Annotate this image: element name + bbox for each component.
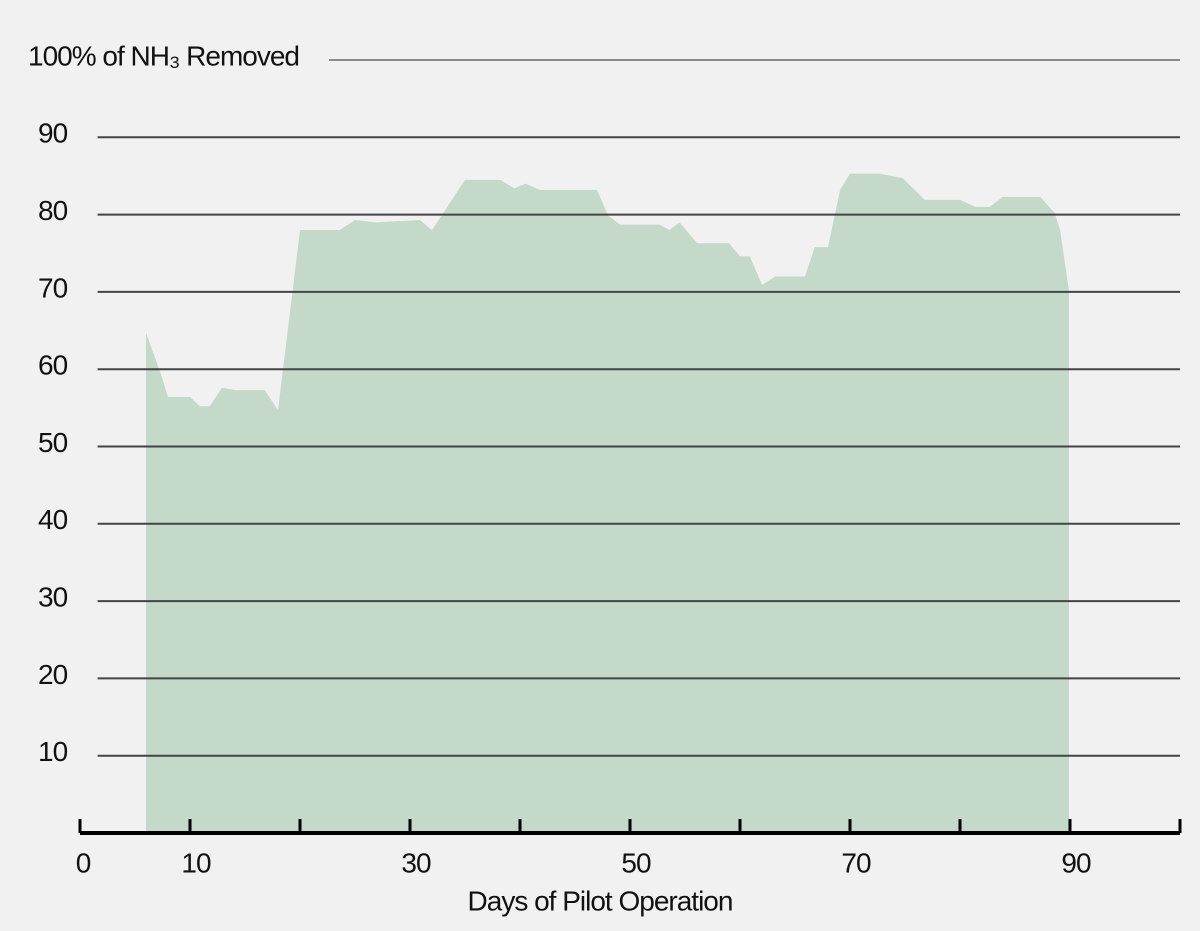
y-tick-label: 100% of NH₃ Removed bbox=[28, 40, 299, 71]
x-tick-label: 10 bbox=[181, 847, 211, 878]
area bbox=[146, 173, 1069, 834]
y-tick-label: 60 bbox=[38, 350, 68, 381]
x-tick-label: 30 bbox=[401, 847, 431, 878]
y-tick-label: 30 bbox=[38, 581, 68, 612]
x-tick-label: 0 bbox=[76, 847, 91, 878]
y-tick-label: 80 bbox=[38, 195, 68, 226]
y-tick-label: 10 bbox=[38, 736, 68, 767]
x-tick-label: 50 bbox=[621, 847, 651, 878]
y-tick-label: 50 bbox=[38, 427, 68, 458]
y-tick-label: 40 bbox=[38, 504, 68, 535]
y-tick-label: 90 bbox=[38, 118, 68, 149]
x-tick-label: 90 bbox=[1061, 847, 1091, 878]
y-tick-label: 20 bbox=[38, 659, 68, 690]
y-tick-label: 70 bbox=[38, 272, 68, 303]
x-tick-label: 70 bbox=[841, 847, 871, 878]
x-axis-label: Days of Pilot Operation bbox=[468, 885, 733, 916]
